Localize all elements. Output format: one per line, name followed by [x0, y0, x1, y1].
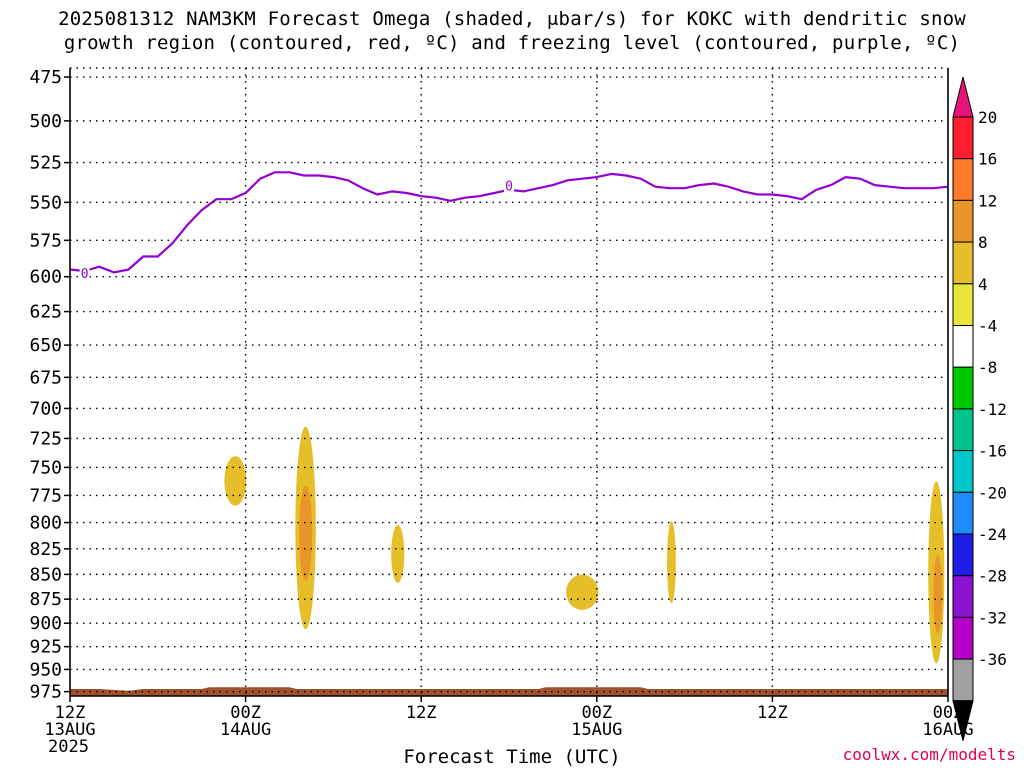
chart-title-line2: growth region (contoured, red, ºC) and f… [63, 32, 961, 54]
y-tick-label: 875 [29, 589, 62, 610]
chart-title-line1: 2025081312 NAM3KM Forecast Omega (shaded… [58, 8, 966, 30]
colorbar-swatch [952, 575, 974, 618]
y-tick-label: 600 [29, 267, 62, 288]
y-tick-label: 700 [29, 398, 62, 419]
colorbar-swatch [952, 408, 974, 452]
colorbar-label: -12 [978, 400, 1007, 419]
y-tick-label: 550 [29, 192, 62, 213]
colorbar-swatch [952, 325, 974, 368]
terrain-fill [70, 687, 948, 696]
colorbar-label: -28 [978, 567, 1007, 586]
y-tick-label: 850 [29, 564, 62, 585]
y-tick-label: 725 [29, 428, 62, 449]
freezing-level-label-bg [504, 178, 514, 193]
y-tick-label: 900 [29, 613, 62, 634]
x-tick-label: 2025 [48, 737, 89, 757]
y-tick-label: 975 [29, 682, 62, 703]
colorbar-swatch [952, 158, 974, 201]
colorbar-label: 12 [978, 191, 997, 210]
colorbar-label: -16 [978, 442, 1007, 461]
site-credit: coolwx.com/modelts [842, 745, 1016, 764]
y-axis-layer: 475 500 525 550 575 600 625 650 675 700 725 750 775 8… [29, 67, 70, 703]
y-tick-label: 500 [29, 111, 62, 132]
colorbar-label: 16 [978, 150, 997, 169]
x-tick-label: 00Z [581, 703, 612, 723]
y-tick-label: 575 [29, 230, 62, 251]
colorbar-label: -4 [978, 317, 997, 336]
y-tick-label: 625 [29, 302, 62, 323]
x-tick-label: 12Z [406, 703, 437, 723]
y-tick-label: 650 [29, 335, 62, 356]
x-axis-title: Forecast Time (UTC) [403, 746, 621, 768]
y-tick-label: 675 [29, 367, 62, 388]
x-tick-label: 15AUG [571, 720, 622, 740]
colorbar-swatch [952, 366, 974, 410]
y-tick-label: 950 [29, 659, 62, 680]
freezing-level-label: 0 [81, 267, 89, 282]
colorbar-layer: 20 16 12 8 4 -4 -8 -12 -16 -20 -24 -28 -32 -36 [952, 76, 1007, 741]
colorbar-swatch [952, 199, 974, 243]
omega-shading-layer [224, 426, 945, 664]
colorbar-top-arrow [952, 76, 974, 118]
y-tick-label: 475 [29, 67, 62, 88]
freezing-level-label: 0 [505, 180, 513, 195]
x-tick-label: 12Z [55, 703, 86, 723]
omega-blob [391, 525, 405, 583]
y-tick-label: 775 [29, 485, 62, 506]
terrain-layer [70, 687, 948, 696]
colorbar-bottom-arrow [952, 700, 974, 741]
colorbar-label: 4 [978, 275, 988, 294]
colorbar-label: -36 [978, 650, 1007, 669]
x-tick-label: 13AUG [44, 720, 95, 740]
omega-blob [667, 521, 676, 604]
y-tick-label: 525 [29, 153, 62, 174]
colorbar-label: 8 [978, 233, 988, 252]
colorbar-swatch [952, 658, 974, 702]
colorbar-label: -8 [978, 358, 997, 377]
omega-blob [566, 574, 599, 611]
colorbar-swatch [952, 491, 974, 535]
grid-layer [70, 68, 948, 696]
freezing-level-label-bg [79, 265, 90, 280]
freezing-level-layer: 00 [69, 171, 949, 282]
x-tick-label: 00Z [230, 703, 261, 723]
omega-blob [299, 485, 313, 581]
omega-blob [224, 456, 247, 506]
colorbar-label: -20 [978, 483, 1007, 502]
y-tick-label: 800 [29, 513, 62, 534]
y-tick-label: 825 [29, 539, 62, 560]
colorbar-label: -32 [978, 608, 1007, 627]
plot-frame-layer [69, 67, 949, 697]
x-tick-label: 14AUG [220, 720, 271, 740]
colorbar-swatch [952, 533, 974, 577]
omega-blob [933, 554, 943, 634]
y-tick-label: 925 [29, 637, 62, 658]
colorbar-label: 20 [978, 108, 997, 127]
colorbar-swatch [952, 450, 974, 493]
colorbar-swatch [952, 616, 974, 660]
colorbar-label: -24 [978, 525, 1007, 544]
colorbar-swatch [952, 241, 974, 285]
colorbar-swatch [952, 116, 974, 160]
colorbar-swatch [952, 283, 974, 326]
y-tick-label: 750 [29, 457, 62, 478]
x-tick-label: 12Z [757, 703, 788, 723]
